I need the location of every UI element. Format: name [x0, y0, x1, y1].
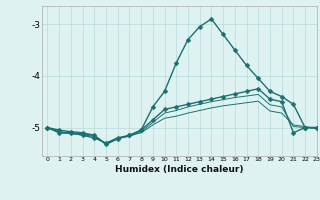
X-axis label: Humidex (Indice chaleur): Humidex (Indice chaleur) [115, 165, 244, 174]
